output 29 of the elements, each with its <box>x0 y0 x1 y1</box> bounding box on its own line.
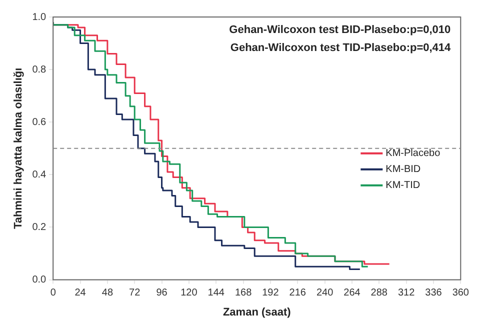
x-tick-label: 72 <box>129 288 141 299</box>
y-tick-label: 0.4 <box>32 169 47 180</box>
x-tick-label: 120 <box>180 288 198 299</box>
x-tick-label: 24 <box>74 288 86 299</box>
x-tick-label: 312 <box>398 288 416 299</box>
y-tick-label: 1.0 <box>32 12 47 23</box>
y-tick-label: 0.0 <box>32 274 47 286</box>
legend-label: KM-BID <box>386 164 421 176</box>
x-tick-label: 96 <box>156 288 168 299</box>
x-axis-title: Zaman (saat) <box>222 306 292 318</box>
x-tick-label: 288 <box>370 288 388 299</box>
x-tick-label: 216 <box>289 288 306 299</box>
legend-label: KM-Placebo <box>386 148 441 160</box>
x-tick-label: 240 <box>316 288 334 299</box>
x-tick-label: 0 <box>50 288 56 299</box>
x-tick-label: 264 <box>344 288 361 299</box>
x-tick-label: 360 <box>452 288 470 299</box>
y-axis-title: Tahmini hayatta kalma olasılığı <box>12 68 25 229</box>
y-tick-label: 0.8 <box>32 64 47 76</box>
x-tick-label: 168 <box>234 288 252 299</box>
x-tick-label: 48 <box>102 288 114 299</box>
x-tick-label: 192 <box>262 288 280 299</box>
legend-label: KM-TID <box>386 180 420 192</box>
y-tick-label: 0.2 <box>32 222 47 233</box>
annotation: Gehan-Wilcoxon test BID-Plasebo:p=0,010 <box>229 24 451 36</box>
x-tick-label: 144 <box>208 288 225 299</box>
x-tick-label: 336 <box>425 288 442 299</box>
annotation: Gehan-Wilcoxon test TID-Plasebo:p=0,414 <box>230 42 452 54</box>
y-tick-label: 0.6 <box>32 116 47 128</box>
